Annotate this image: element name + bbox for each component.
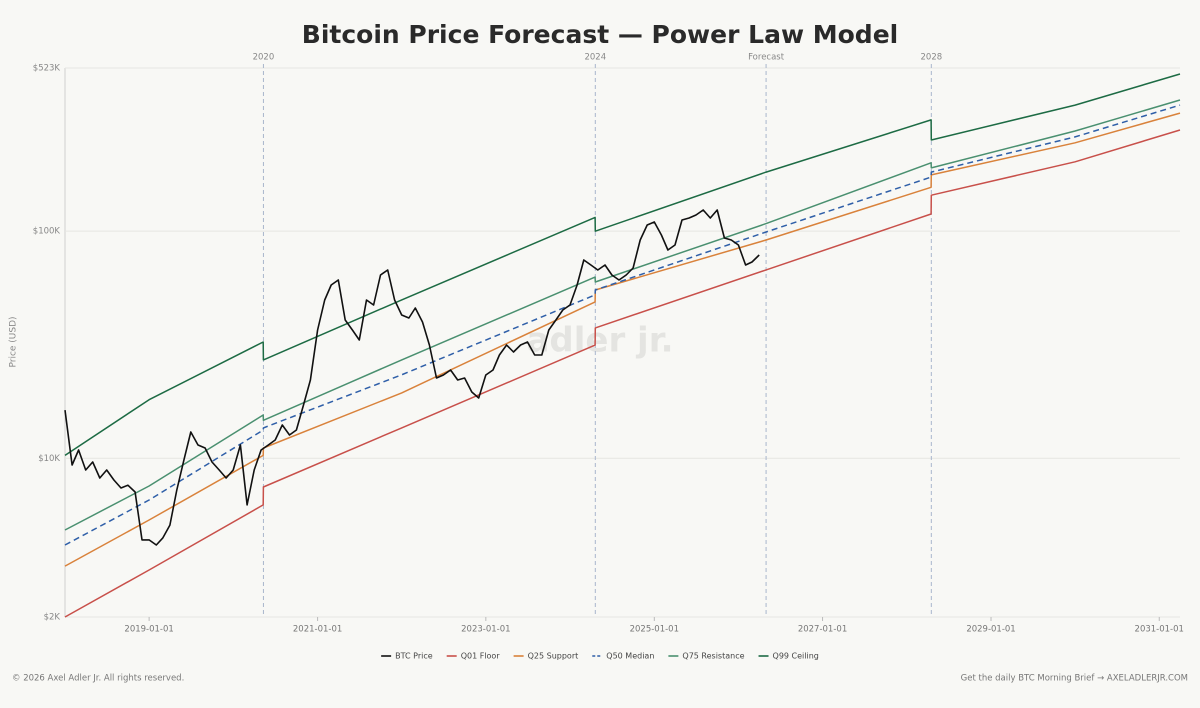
y-tick-label: $523K bbox=[33, 64, 61, 74]
footer-left: © 2026 Axel Adler Jr. All rights reserve… bbox=[12, 674, 184, 684]
x-tick-label: 2023-01-01 bbox=[461, 625, 510, 635]
series-line bbox=[64, 129, 1181, 618]
event-label: 2028 bbox=[921, 53, 943, 63]
event-label: 2020 bbox=[253, 53, 275, 63]
series-line bbox=[64, 73, 1181, 457]
series-line bbox=[64, 104, 1181, 546]
series-line bbox=[64, 209, 760, 546]
x-tick-label: 2019-01-01 bbox=[124, 625, 173, 635]
legend-label: Q25 Support bbox=[528, 652, 579, 661]
x-tick-label: 2021-01-01 bbox=[293, 625, 342, 635]
legend-label: Q01 Floor bbox=[461, 652, 501, 661]
legend-label: Q99 Ceiling bbox=[773, 652, 819, 661]
x-tick-label: 2025-01-01 bbox=[630, 625, 679, 635]
y-tick-label: $2K bbox=[44, 613, 61, 623]
x-tick-label: 2031-01-01 bbox=[1135, 625, 1184, 635]
x-tick-label: 2029-01-01 bbox=[966, 625, 1015, 635]
chart-title: Bitcoin Price Forecast — Power Law Model bbox=[302, 20, 898, 49]
legend: BTC Price Q01 Floor Q25 Support Q50 Median Q… bbox=[381, 652, 819, 661]
legend-label: Q75 Resistance bbox=[682, 652, 744, 661]
event-label: Forecast bbox=[748, 53, 785, 63]
series-line bbox=[64, 99, 1181, 531]
series-line bbox=[64, 112, 1181, 567]
legend-label: BTC Price bbox=[395, 652, 433, 661]
event-label: 2024 bbox=[584, 53, 606, 63]
x-tick-label: 2027-01-01 bbox=[798, 625, 847, 635]
legend-label: Q50 Median bbox=[606, 652, 654, 661]
y-tick-label: $10K bbox=[38, 454, 60, 464]
y-axis-label: Price (USD) bbox=[9, 316, 19, 367]
footer-right: Get the daily BTC Morning Brief → AXELAD… bbox=[961, 674, 1188, 684]
y-tick-label: $100K bbox=[33, 227, 61, 237]
